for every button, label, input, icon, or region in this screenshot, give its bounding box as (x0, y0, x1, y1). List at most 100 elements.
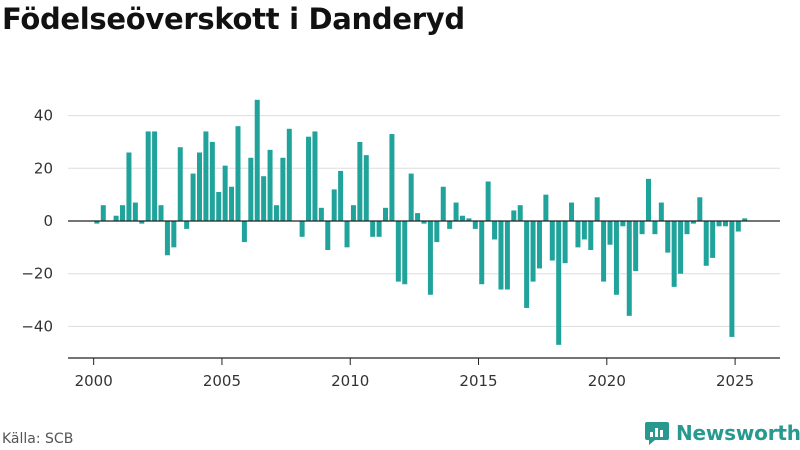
bar (280, 157, 286, 221)
bar (716, 221, 722, 227)
bar (222, 165, 228, 221)
bar (190, 173, 196, 221)
bar (697, 197, 703, 221)
bar (248, 157, 254, 221)
bar (549, 221, 555, 261)
bar (267, 149, 273, 221)
bar (318, 207, 324, 221)
bar (594, 197, 600, 221)
bar (164, 221, 170, 256)
bar (742, 218, 748, 221)
bar (415, 213, 421, 221)
bar (306, 136, 312, 221)
bar (299, 221, 305, 237)
bar (402, 221, 408, 285)
bar (665, 221, 671, 253)
source-note: Källa: SCB (2, 431, 74, 447)
bar (504, 221, 510, 290)
y-tick-label: 40 (34, 107, 53, 125)
bar (273, 205, 279, 221)
bar (229, 186, 235, 221)
bar (652, 221, 658, 235)
bar (524, 221, 530, 308)
bar (485, 181, 491, 221)
bar (556, 221, 562, 345)
gridlines (68, 115, 780, 327)
bar (710, 221, 716, 258)
bar (370, 221, 376, 237)
bar (703, 221, 709, 266)
bar (678, 221, 684, 274)
newsworthy-logo-icon (645, 422, 669, 445)
bar (338, 170, 344, 221)
bar (171, 221, 177, 248)
y-tick-label: 0 (43, 212, 53, 230)
bar (113, 215, 119, 221)
bar (581, 221, 587, 240)
bar (216, 192, 222, 221)
bar (427, 221, 433, 295)
bar (633, 221, 639, 272)
bar (254, 99, 260, 221)
bar (530, 221, 536, 282)
bar (536, 221, 542, 269)
x-tick-label: 2020 (588, 372, 626, 390)
bar (331, 189, 337, 221)
bar (492, 221, 498, 240)
y-tick-label: 20 (34, 159, 53, 177)
bar (646, 178, 652, 221)
x-tick-label: 2010 (331, 372, 369, 390)
bar (690, 221, 696, 224)
x-axis-ticks: 2000 2005 2010 2015 2020 2025 (75, 358, 754, 390)
bar (639, 221, 645, 235)
x-tick-label: 2005 (203, 372, 241, 390)
bar (203, 131, 209, 221)
axes (68, 220, 780, 359)
bar (152, 131, 158, 221)
bar (613, 221, 619, 295)
bars (94, 99, 748, 345)
bar (447, 221, 453, 229)
bar (434, 221, 440, 243)
bar (383, 207, 389, 221)
bar (421, 221, 427, 224)
bar (196, 152, 202, 221)
bar (466, 218, 472, 221)
bar (511, 210, 517, 221)
bar (312, 131, 318, 221)
bar (729, 221, 735, 337)
bar (620, 221, 626, 227)
bar (209, 141, 215, 221)
bar (607, 221, 613, 245)
bar (132, 202, 138, 221)
x-tick-label: 2025 (716, 372, 754, 390)
bar (671, 221, 677, 287)
bar (440, 186, 446, 221)
bar (658, 202, 664, 221)
bar (479, 221, 485, 285)
bar (601, 221, 607, 282)
bar (389, 134, 395, 221)
bar (94, 221, 100, 224)
y-axis-ticks: −40 −20 0 20 40 (21, 107, 53, 336)
x-tick-label: 2000 (75, 372, 113, 390)
bar (100, 205, 106, 221)
brand-name: Newsworthy (676, 421, 800, 445)
bar (376, 221, 382, 237)
bar (184, 221, 190, 229)
bar (241, 221, 247, 243)
bar (722, 221, 728, 227)
y-tick-label: −40 (21, 317, 53, 335)
bar (588, 221, 594, 250)
bar (325, 221, 331, 250)
bar (543, 194, 549, 221)
bar (357, 141, 363, 221)
bar (408, 173, 414, 221)
bar (684, 221, 690, 235)
bar (120, 205, 126, 221)
brand-logo[interactable]: Newsworthy (644, 420, 800, 446)
bar (459, 215, 465, 221)
bar (145, 131, 151, 221)
bar (350, 205, 356, 221)
